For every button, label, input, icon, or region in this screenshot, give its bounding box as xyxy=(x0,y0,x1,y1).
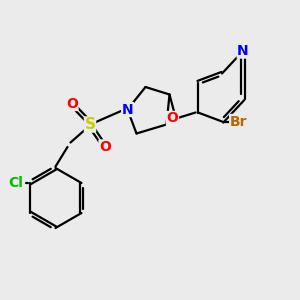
Text: Br: Br xyxy=(230,115,247,128)
Text: Cl: Cl xyxy=(9,176,23,190)
Text: O: O xyxy=(99,140,111,154)
Text: S: S xyxy=(85,117,95,132)
Text: N: N xyxy=(122,103,133,116)
Text: O: O xyxy=(167,112,178,125)
Text: O: O xyxy=(66,97,78,110)
Text: N: N xyxy=(237,44,249,58)
